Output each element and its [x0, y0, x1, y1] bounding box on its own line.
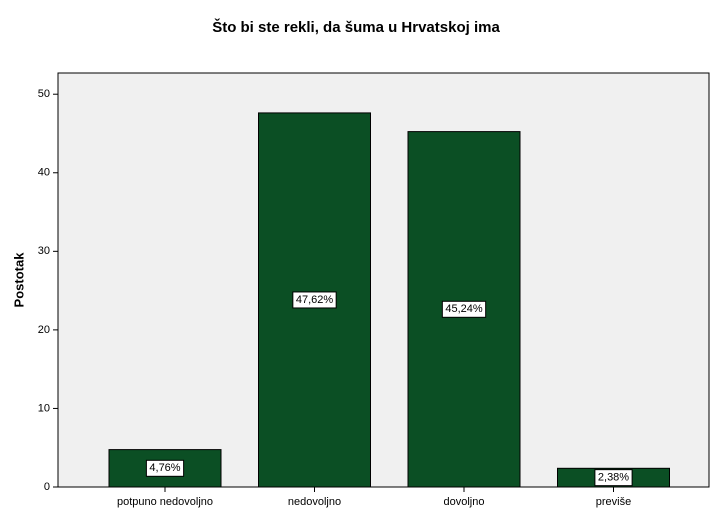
value-label-box: [292, 291, 337, 309]
x-tick-label: previše: [596, 496, 631, 508]
x-tick-label: dovoljno: [444, 496, 485, 508]
y-axis-label: Postotak: [11, 252, 26, 308]
value-label: 45,24%: [445, 303, 483, 315]
y-tick-label: 10: [38, 402, 50, 414]
x-tick-label: potpuno nedovoljno: [117, 496, 213, 508]
chart-title: Što bi ste rekli, da šuma u Hrvatskoj im…: [212, 18, 500, 36]
y-tick-label: 50: [38, 88, 50, 100]
value-label: 4,76%: [149, 462, 180, 474]
value-label-box: [594, 469, 633, 487]
plot-area: [57, 72, 710, 488]
y-tick-label: 20: [38, 324, 50, 336]
value-label: 47,62%: [296, 294, 334, 306]
x-tick-label: nedovoljno: [288, 496, 341, 508]
value-label: 2,38%: [598, 472, 629, 484]
value-label-box: [145, 459, 185, 477]
y-tick-label: 0: [44, 481, 50, 493]
value-label-box: [441, 300, 487, 318]
y-tick-label: 40: [38, 167, 50, 179]
y-tick-label: 30: [38, 245, 50, 257]
